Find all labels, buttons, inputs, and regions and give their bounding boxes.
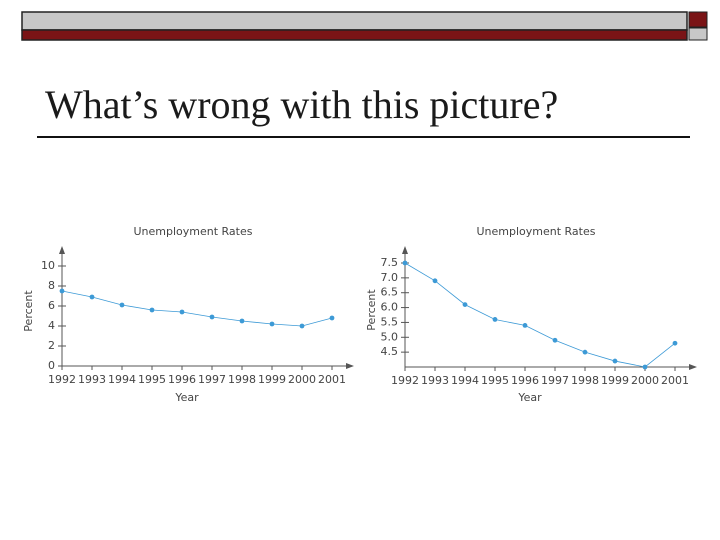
x-tick-label: 2001 — [661, 374, 689, 387]
series-line — [404, 262, 676, 368]
data-point — [462, 302, 468, 307]
data-point — [582, 349, 588, 355]
data-point — [612, 358, 618, 364]
y-tick-label: 0 — [48, 359, 55, 372]
y-axis-label: Percent — [22, 290, 35, 332]
y-tick-label: 5.0 — [381, 330, 399, 343]
x-tick-label: 1992 — [48, 373, 76, 386]
data-point — [119, 302, 125, 308]
y-axis-arrow — [402, 246, 408, 254]
x-tick-label: 2000 — [631, 374, 659, 387]
data-point — [179, 309, 185, 315]
data-point — [672, 340, 678, 346]
data-point — [492, 317, 498, 322]
x-tick-label: 1993 — [421, 374, 449, 387]
data-point — [642, 364, 648, 370]
y-tick-label: 7.5 — [381, 256, 399, 269]
data-point — [269, 321, 275, 327]
x-tick-label: 1996 — [168, 373, 196, 386]
data-point — [432, 278, 438, 284]
x-tick-label: 2000 — [288, 373, 316, 386]
y-axis-arrow — [59, 246, 65, 254]
x-axis-arrow — [346, 363, 354, 369]
chart-title: Unemployment Rates — [133, 225, 252, 238]
x-tick-label: 1996 — [511, 374, 539, 387]
y-tick-label: 4 — [48, 319, 55, 332]
x-tick-label: 2001 — [318, 373, 346, 386]
y-tick-label: 6.0 — [381, 301, 399, 314]
x-axis-arrow — [689, 364, 697, 370]
y-tick-label: 10 — [41, 259, 55, 272]
x-tick-label: 1999 — [601, 374, 629, 387]
data-point — [329, 315, 335, 321]
x-tick-label: 1995 — [138, 373, 166, 386]
data-point — [59, 288, 65, 294]
x-tick-label: 1994 — [451, 374, 479, 387]
data-point — [552, 337, 558, 343]
data-point — [402, 260, 408, 266]
data-point — [522, 323, 528, 328]
y-tick-label: 8 — [48, 279, 55, 292]
header-square — [688, 27, 708, 41]
data-point — [209, 314, 215, 320]
x-tick-label: 1995 — [481, 374, 509, 387]
data-point — [89, 294, 95, 300]
x-tick-label: 1998 — [571, 374, 599, 387]
x-axis-label: Year — [517, 391, 542, 404]
header-bar — [21, 11, 688, 31]
y-tick-label: 5.5 — [381, 315, 399, 328]
y-axis-label: Percent — [365, 289, 378, 331]
y-tick-label: 4.5 — [381, 345, 399, 358]
x-tick-label: 1997 — [198, 373, 226, 386]
x-tick-label: 1994 — [108, 373, 136, 386]
data-point — [149, 307, 155, 313]
y-tick-label: 6 — [48, 299, 55, 312]
series-line — [61, 290, 333, 327]
x-tick-label: 1992 — [391, 374, 419, 387]
x-tick-label: 1998 — [228, 373, 256, 386]
data-point — [239, 318, 245, 324]
chart-title: Unemployment Rates — [476, 225, 595, 238]
x-tick-label: 1999 — [258, 373, 286, 386]
data-point — [299, 323, 305, 329]
slide-title: What’s wrong with this picture? — [45, 82, 558, 127]
x-tick-label: 1997 — [541, 374, 569, 387]
header-square — [688, 11, 708, 28]
header-band — [21, 29, 688, 41]
y-tick-label: 7.0 — [381, 271, 399, 284]
x-tick-label: 1993 — [78, 373, 106, 386]
y-tick-label: 2 — [48, 339, 55, 352]
x-axis-label: Year — [174, 391, 199, 404]
y-tick-label: 6.5 — [381, 286, 399, 299]
